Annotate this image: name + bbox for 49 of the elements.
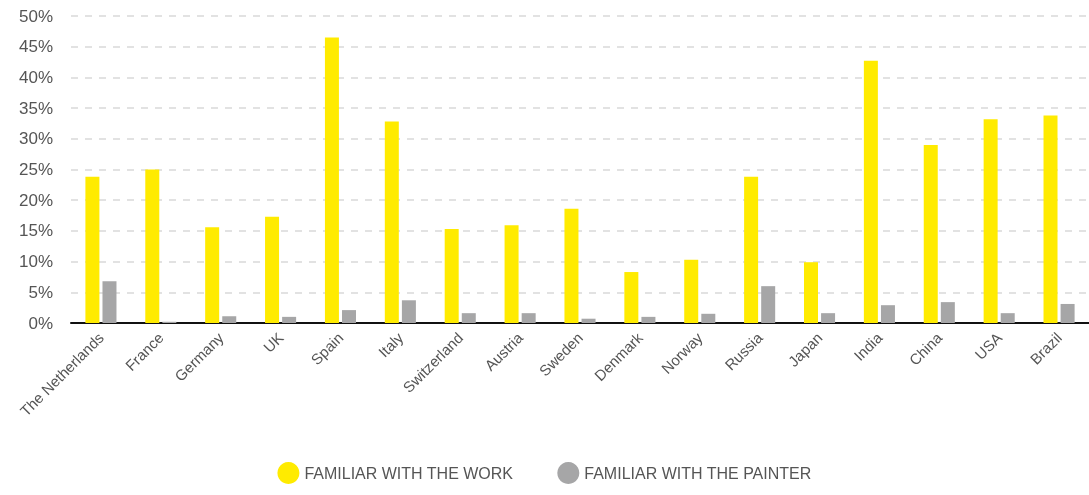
legend-label: FAMILIAR WITH THE WORK: [304, 464, 514, 482]
bar: [521, 313, 536, 323]
x-tick-label: UK: [259, 328, 287, 356]
legend-label: FAMILIAR WITH THE PAINTER: [584, 464, 812, 482]
bar: [222, 316, 237, 323]
y-tick-label: 50%: [18, 6, 53, 26]
bar: [504, 225, 519, 323]
bar: [684, 259, 699, 323]
bar: [761, 286, 776, 323]
bar: [401, 300, 416, 323]
bar: [324, 37, 339, 323]
bar: [744, 176, 759, 323]
bar: [282, 316, 297, 323]
bar: [701, 313, 716, 323]
bar: [342, 310, 357, 323]
bar: [265, 216, 280, 323]
y-tick-label: 10%: [18, 252, 53, 272]
bar: [1060, 303, 1075, 323]
y-tick-label: 5%: [28, 282, 53, 302]
bar: [803, 262, 818, 323]
bar: [581, 318, 596, 323]
bar: [863, 60, 878, 323]
y-tick-label: 25%: [18, 160, 53, 179]
bar: [1000, 313, 1015, 323]
y-tick-label: 40%: [18, 67, 53, 87]
bar: [880, 305, 895, 323]
y-tick-label: 0%: [28, 313, 53, 333]
bar: [85, 176, 100, 323]
bar: [145, 169, 160, 323]
bar: [624, 272, 639, 323]
x-tick-label: Italy: [374, 328, 407, 361]
bar: [940, 302, 955, 323]
y-tick-label: 35%: [18, 98, 53, 118]
y-tick-label: 30%: [18, 129, 53, 149]
y-tick-label: 15%: [18, 221, 53, 241]
bar: [641, 316, 656, 323]
y-tick-label: 20%: [18, 190, 53, 210]
x-tick-label: USA: [971, 328, 1006, 363]
bar: [564, 208, 579, 323]
bar: [1043, 115, 1058, 323]
bar: [444, 229, 459, 323]
bar: [205, 227, 220, 323]
bar: [102, 281, 117, 323]
bar: [384, 121, 399, 323]
bar: [983, 119, 998, 323]
bar: [923, 144, 938, 323]
bar: [821, 313, 836, 323]
y-tick-label: 45%: [18, 37, 53, 57]
bar: [461, 313, 476, 323]
